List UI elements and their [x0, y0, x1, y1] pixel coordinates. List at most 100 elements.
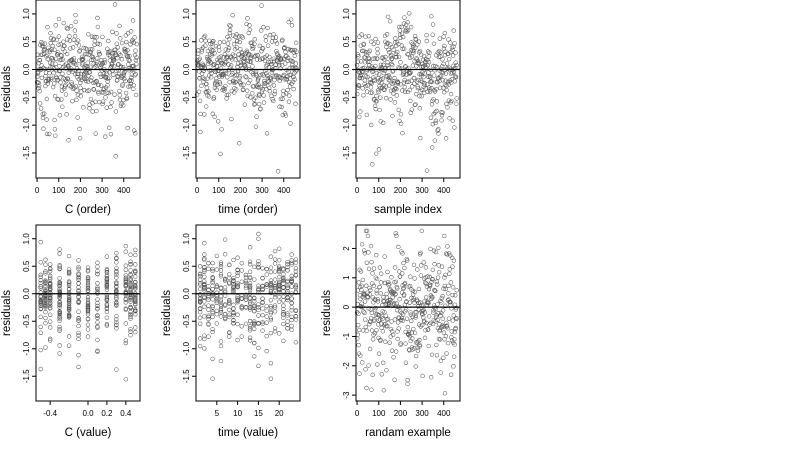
data-point: [272, 248, 278, 254]
data-point: [392, 302, 397, 307]
data-point: [401, 21, 407, 26]
data-point: [95, 306, 100, 311]
data-point: [268, 81, 273, 86]
y-axis-label: residuals: [321, 66, 333, 112]
data-point: [398, 309, 403, 314]
data-point: [239, 334, 244, 339]
data-point: [48, 262, 53, 267]
data-point: [380, 360, 386, 366]
data-point: [256, 287, 261, 293]
data-point: [451, 364, 456, 369]
data-point: [430, 295, 435, 300]
data-point: [249, 70, 254, 75]
data-point: [390, 295, 395, 300]
data-point: [285, 55, 291, 61]
data-point: [202, 269, 207, 274]
data-point: [90, 55, 96, 60]
y-tick-label: 1.0: [22, 8, 31, 20]
y-tick-label: -2: [342, 362, 351, 370]
data-point: [121, 97, 126, 103]
data-point: [374, 288, 379, 293]
data-point: [103, 134, 108, 139]
data-point: [373, 106, 378, 112]
data-point: [289, 23, 295, 28]
y-tick-label: 1.0: [22, 233, 31, 245]
data-point: [387, 340, 392, 345]
data-point: [252, 277, 257, 282]
data-point: [438, 310, 444, 316]
data-point: [100, 61, 105, 66]
data-point: [231, 320, 236, 326]
y-tick-label: -0.5: [182, 90, 191, 104]
data-point: [128, 305, 133, 311]
data-point: [418, 78, 423, 83]
data-point: [272, 326, 278, 331]
data-point: [442, 30, 447, 36]
data-point: [104, 292, 110, 298]
data-point: [222, 293, 228, 299]
data-point: [260, 328, 265, 333]
data-point: [104, 273, 110, 279]
data-point: [239, 34, 244, 39]
data-point: [383, 313, 388, 318]
data-point: [411, 297, 416, 303]
data-point: [47, 131, 52, 137]
data-point: [367, 346, 373, 352]
data-point: [385, 63, 390, 68]
data-point: [66, 269, 72, 275]
data-point: [272, 89, 278, 94]
x-tick-label: 10: [233, 409, 242, 418]
data-point: [400, 34, 406, 40]
y-tick-label: -1.5: [342, 146, 351, 160]
data-point: [76, 68, 81, 73]
data-point: [416, 60, 421, 65]
data-point: [402, 89, 408, 95]
data-point: [369, 81, 375, 86]
data-point: [367, 292, 372, 297]
data-point: [88, 47, 93, 52]
data-point: [425, 82, 430, 87]
data-point: [104, 297, 110, 302]
data-point: [40, 41, 45, 46]
data-point: [428, 246, 433, 252]
data-point: [433, 53, 439, 58]
data-point: [133, 325, 138, 330]
data-point: [123, 276, 128, 282]
data-point: [37, 101, 43, 106]
data-point: [364, 50, 369, 55]
data-point: [38, 274, 43, 280]
data-point: [364, 283, 369, 288]
data-point: [413, 313, 419, 318]
data-point: [394, 93, 399, 98]
data-point: [48, 319, 53, 324]
data-point: [279, 57, 284, 62]
data-point: [58, 42, 63, 47]
data-point: [427, 89, 433, 94]
data-point: [117, 93, 122, 98]
data-point: [243, 297, 249, 302]
data-point: [123, 267, 128, 272]
data-point: [431, 73, 437, 78]
data-point: [115, 45, 121, 50]
data-point: [43, 280, 48, 285]
data-point: [431, 310, 436, 315]
data-point: [133, 283, 138, 289]
data-point: [369, 39, 374, 44]
data-point: [250, 91, 255, 96]
data-point: [415, 42, 420, 47]
data-point: [85, 268, 91, 273]
data-point: [285, 326, 290, 331]
data-point: [252, 101, 258, 107]
data-point: [95, 349, 100, 354]
data-point: [360, 86, 365, 91]
data-point: [354, 310, 360, 315]
y-tick-label: -0.5: [342, 90, 351, 104]
data-point: [373, 312, 379, 317]
data-point: [419, 228, 424, 234]
x-tick-label: 300: [95, 186, 109, 195]
data-point: [411, 50, 416, 56]
data-point: [375, 299, 381, 304]
data-point: [386, 298, 391, 303]
data-point: [43, 309, 48, 315]
data-point: [356, 280, 361, 285]
